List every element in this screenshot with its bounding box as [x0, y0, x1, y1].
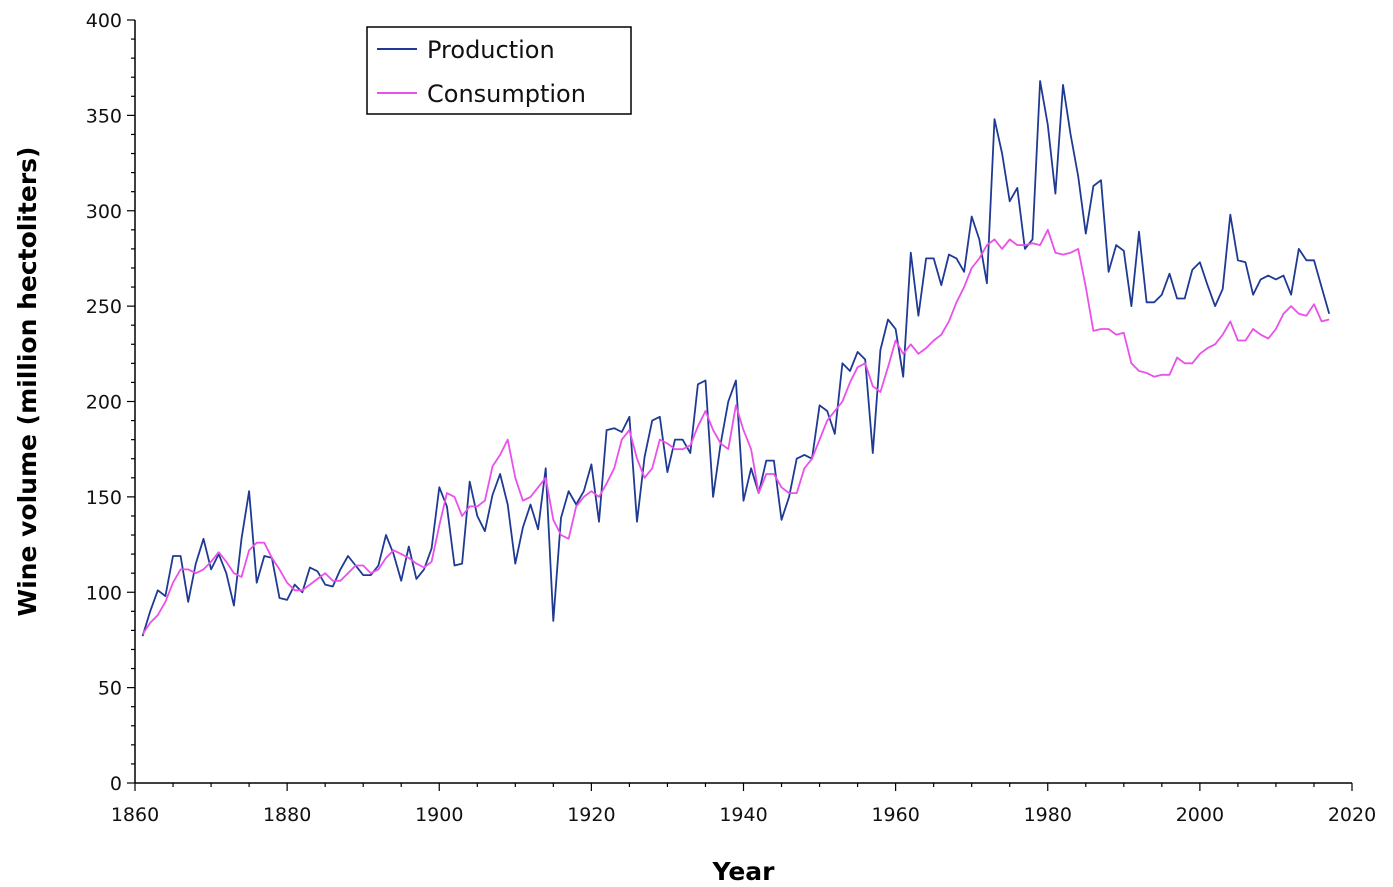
- legend-label-production: Production: [427, 36, 555, 64]
- legend-label-consumption: Consumption: [427, 80, 586, 108]
- x-axis-title: Year: [712, 857, 776, 886]
- x-tick-label: 1960: [871, 804, 919, 826]
- series-layer: [141, 80, 1331, 637]
- x-tick-label: 1940: [719, 804, 767, 826]
- y-tick-label: 50: [98, 678, 122, 700]
- y-tick-label: 150: [86, 487, 122, 509]
- x-tick-label: 1980: [1024, 804, 1072, 826]
- x-tick-label: 2020: [1328, 804, 1376, 826]
- y-tick-label: 250: [86, 296, 122, 318]
- x-tick-label: 1920: [567, 804, 615, 826]
- x-tick-label: 1880: [263, 804, 311, 826]
- y-tick-label: 200: [86, 392, 122, 414]
- x-tick-label: 2000: [1176, 804, 1224, 826]
- y-tick-label: 300: [86, 201, 122, 223]
- y-axis-title: Wine volume (million hectoliters): [13, 147, 42, 617]
- y-tick-label: 100: [86, 582, 122, 604]
- legend-box: [366, 26, 632, 115]
- x-tick-label: 1900: [415, 804, 463, 826]
- x-tick-label: 1860: [111, 804, 159, 826]
- legend: Production Consumption: [366, 26, 632, 115]
- series-line-production: [141, 80, 1331, 637]
- series-line-consumption: [141, 228, 1330, 635]
- axes-layer: [134, 20, 1352, 784]
- y-tick-label: 0: [110, 773, 122, 795]
- ticks-layer: 0 50 100 150 200 250 300 350 400 1860 1880 1900 1920…: [86, 10, 1376, 826]
- y-tick-label: 350: [86, 105, 122, 127]
- y-tick-label: 400: [86, 10, 122, 32]
